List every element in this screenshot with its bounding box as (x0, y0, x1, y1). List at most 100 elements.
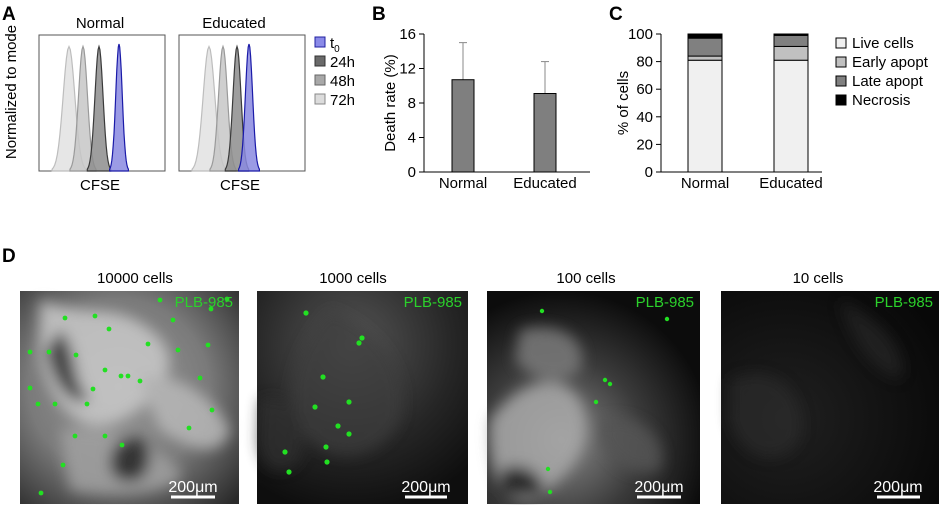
stacked-segment (687, 37, 723, 57)
y-axis-label-c: % of cells (615, 71, 632, 135)
scale-bar-label: 200μm (873, 479, 922, 496)
cell-line-label: PLB-985 (636, 294, 694, 311)
y-tick-label: 4 (408, 130, 416, 147)
fluorescent-cell (197, 375, 203, 381)
stacked-segment (687, 33, 723, 39)
panel-label-d: D (2, 246, 16, 267)
fluorescent-cell (92, 313, 98, 319)
legend-label-t0: t0 (330, 35, 340, 55)
bar (533, 93, 557, 173)
y-tick-label: 16 (399, 26, 416, 43)
y-axis-label-text: Normalized to mode (3, 25, 20, 159)
cell-fate-chart: % of cells 0 20 40 60 80 100 Normal Educated L… (615, 26, 929, 192)
panel-label-c: C (609, 4, 623, 25)
legend-item-72h: 72h (314, 92, 355, 109)
bar (451, 79, 475, 173)
fluorescent-cell (324, 459, 330, 465)
micrograph-title-10000: 10000 cells (97, 270, 173, 287)
panel-label-b: B (372, 4, 386, 25)
fluorescent-cell (52, 401, 58, 407)
fluorescent-cell (145, 341, 151, 347)
fluorescent-cell (102, 367, 108, 373)
categories-c: Normal Educated (681, 175, 823, 192)
histogram-panel: Normalized to mode Normal Educated CFSE … (3, 15, 355, 194)
fluorescent-cell (547, 489, 553, 495)
fluorescent-cell (35, 401, 41, 407)
legend-label: Late apopt (852, 73, 924, 90)
y-tick-label: 0 (645, 164, 653, 181)
fluorescent-cell (593, 399, 599, 405)
legend-a: t0 24h 48h 72h (314, 35, 355, 109)
legend-swatch (835, 75, 847, 87)
fluorescent-cell (157, 297, 163, 303)
subplot-title-educated: Educated (202, 15, 265, 32)
fluorescent-cell (73, 352, 79, 358)
fluorescent-cell (607, 381, 613, 387)
stacked-segment (687, 55, 723, 61)
cell-line-label: PLB-985 (175, 294, 233, 311)
micrograph-1000-cells: PLB-985 200μm (257, 291, 468, 504)
fluorescent-cell (106, 326, 112, 332)
fluorescent-cell (186, 425, 192, 431)
legend-item-48h: 48h (314, 73, 355, 90)
fluorescent-cell (286, 469, 292, 475)
scale-bar-label: 200μm (168, 479, 217, 496)
scale-bar-label: 200μm (634, 479, 683, 496)
subplot-title-normal: Normal (76, 15, 124, 32)
micrograph-10000-cells: PLB-985 200μm (20, 291, 239, 504)
histogram-curves-educated (191, 43, 260, 172)
fluorescent-cell (90, 386, 96, 392)
legend-swatch (835, 37, 847, 49)
fluorescent-cell (664, 316, 670, 322)
stacked-segment (773, 34, 809, 47)
micrograph-title-1000: 1000 cells (319, 270, 387, 287)
stacked-segment (773, 59, 809, 173)
category-label: Normal (439, 175, 487, 192)
fluorescent-cell (119, 442, 125, 448)
fluorescent-cell (320, 374, 326, 380)
y-tick-label: 8 (408, 95, 416, 112)
legend-item-t0: t0 (314, 35, 340, 55)
fluorescent-cell (545, 466, 551, 472)
legend-label-24h: 24h (330, 54, 355, 71)
legend-label: Early apopt (852, 54, 929, 71)
fluorescent-cell (137, 378, 143, 384)
y-tick-label: 80 (636, 54, 653, 71)
legend-item-24h: 24h (314, 54, 355, 71)
fluorescent-cell (282, 449, 288, 455)
fluorescent-cell (356, 340, 362, 346)
histogram-t0 (238, 43, 260, 172)
category-label: Educated (513, 175, 576, 192)
fluorescent-cell (60, 462, 66, 468)
cell-line-label: PLB-985 (875, 294, 933, 311)
histogram-24h (86, 44, 112, 172)
stacked-bars-c (687, 33, 809, 173)
fluorescent-cell (224, 296, 230, 302)
stacked-segment (773, 33, 809, 36)
micrograph-100-cells: PLB-985 200μm (487, 291, 700, 504)
y-tick-label: 100 (628, 26, 653, 43)
death-rate-chart: Death rate (%) 0 4 8 12 16 Normal Educated (382, 26, 590, 192)
micrograph-10-cells: PLB-985 200μm (721, 291, 939, 504)
legend-label-72h: 72h (330, 92, 355, 109)
fluorescent-cell (102, 433, 108, 439)
y-ticks-b: 0 4 8 12 16 (399, 26, 424, 181)
fluorescent-cell (346, 431, 352, 437)
stacked-segment (687, 59, 723, 173)
fluorescent-cell (602, 377, 608, 383)
legend-swatch (835, 94, 847, 106)
legend-label-48h: 48h (330, 73, 355, 90)
fluorescent-cell (27, 385, 33, 391)
y-tick-label: 60 (636, 81, 653, 98)
legend-c: Live cells Early apopt Late apopt Necrosis (835, 35, 929, 109)
legend-swatch-t0 (314, 36, 326, 48)
fluorescent-cell (303, 310, 309, 316)
fluorescent-cell (170, 317, 176, 323)
fluorescent-cell (312, 404, 318, 410)
legend-swatch-72h (314, 93, 326, 105)
categories-b: Normal Educated (439, 175, 577, 192)
fluorescent-cell (27, 349, 33, 355)
y-axis-label-b: Death rate (%) (382, 54, 399, 152)
micrograph-title-10: 10 cells (793, 270, 844, 287)
